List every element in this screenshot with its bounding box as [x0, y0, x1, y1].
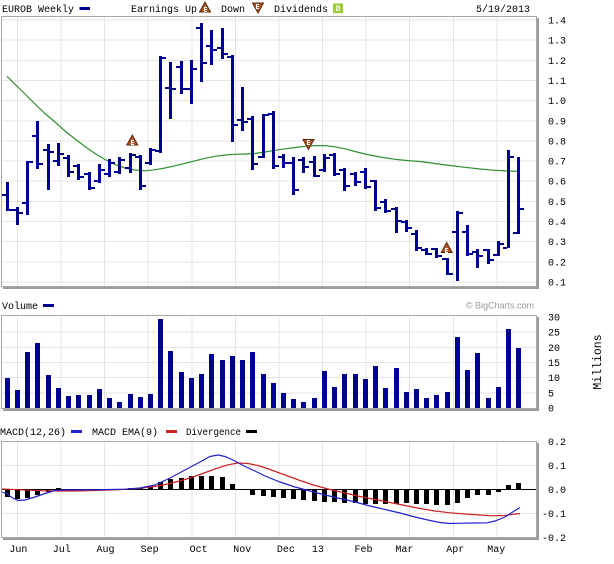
svg-text:May: May [487, 545, 505, 556]
svg-text:0.7: 0.7 [548, 158, 566, 169]
svg-text:0.2: 0.2 [548, 258, 566, 269]
svg-text:0.6: 0.6 [548, 178, 566, 189]
svg-text:Dec: Dec [277, 545, 295, 556]
svg-text:-0.2: -0.2 [542, 534, 566, 545]
svg-text:30: 30 [548, 314, 560, 325]
svg-text:MACD EMA(9): MACD EMA(9) [92, 427, 158, 439]
svg-text:Nov: Nov [233, 545, 251, 556]
svg-text:10: 10 [548, 374, 560, 385]
svg-text:0.9: 0.9 [548, 117, 566, 128]
svg-text:© BigCharts.com: © BigCharts.com [466, 301, 534, 311]
svg-text:Dividends: Dividends [274, 4, 328, 16]
svg-text:1.2: 1.2 [548, 57, 566, 68]
svg-text:5/19/2013: 5/19/2013 [476, 4, 530, 16]
svg-text:0.8: 0.8 [548, 137, 566, 148]
svg-text:Divergence: Divergence [186, 427, 241, 439]
svg-text:Oct: Oct [190, 545, 208, 556]
svg-text:Feb: Feb [354, 544, 372, 556]
svg-text:15: 15 [548, 359, 560, 370]
svg-text:Mar: Mar [395, 545, 413, 556]
svg-text:-0.1: -0.1 [542, 510, 566, 521]
svg-text:EUROB Weekly: EUROB Weekly [2, 4, 74, 16]
svg-text:1.4: 1.4 [548, 17, 566, 28]
svg-text:Jun: Jun [9, 545, 27, 556]
svg-text:13: 13 [312, 545, 324, 556]
svg-text:0.2: 0.2 [548, 438, 566, 449]
svg-text:Down: Down [221, 5, 245, 16]
svg-text:MACD(12,26): MACD(12,26) [0, 427, 66, 439]
svg-text:20: 20 [548, 344, 560, 355]
svg-text:Apr: Apr [446, 545, 464, 556]
svg-text:Earnings Up: Earnings Up [131, 4, 197, 16]
svg-text:Aug: Aug [96, 545, 114, 556]
svg-text:D: D [336, 5, 341, 14]
svg-text:0.4: 0.4 [548, 218, 566, 229]
svg-text:Millions: Millions [592, 334, 605, 389]
svg-text:0.0: 0.0 [548, 486, 566, 497]
svg-text:0.5: 0.5 [548, 198, 566, 209]
svg-text:0.3: 0.3 [548, 238, 566, 249]
svg-text:0.1: 0.1 [548, 462, 566, 473]
svg-text:0.1: 0.1 [548, 279, 566, 290]
svg-text:1.0: 1.0 [548, 97, 566, 108]
svg-text:Jul: Jul [53, 544, 71, 556]
svg-text:Sep: Sep [141, 545, 159, 556]
svg-text:0: 0 [548, 405, 554, 416]
svg-text:1.3: 1.3 [548, 37, 566, 48]
svg-text:Volume: Volume [2, 301, 38, 313]
svg-text:1.1: 1.1 [548, 77, 566, 88]
svg-text:25: 25 [548, 329, 560, 340]
svg-text:5: 5 [548, 389, 554, 400]
